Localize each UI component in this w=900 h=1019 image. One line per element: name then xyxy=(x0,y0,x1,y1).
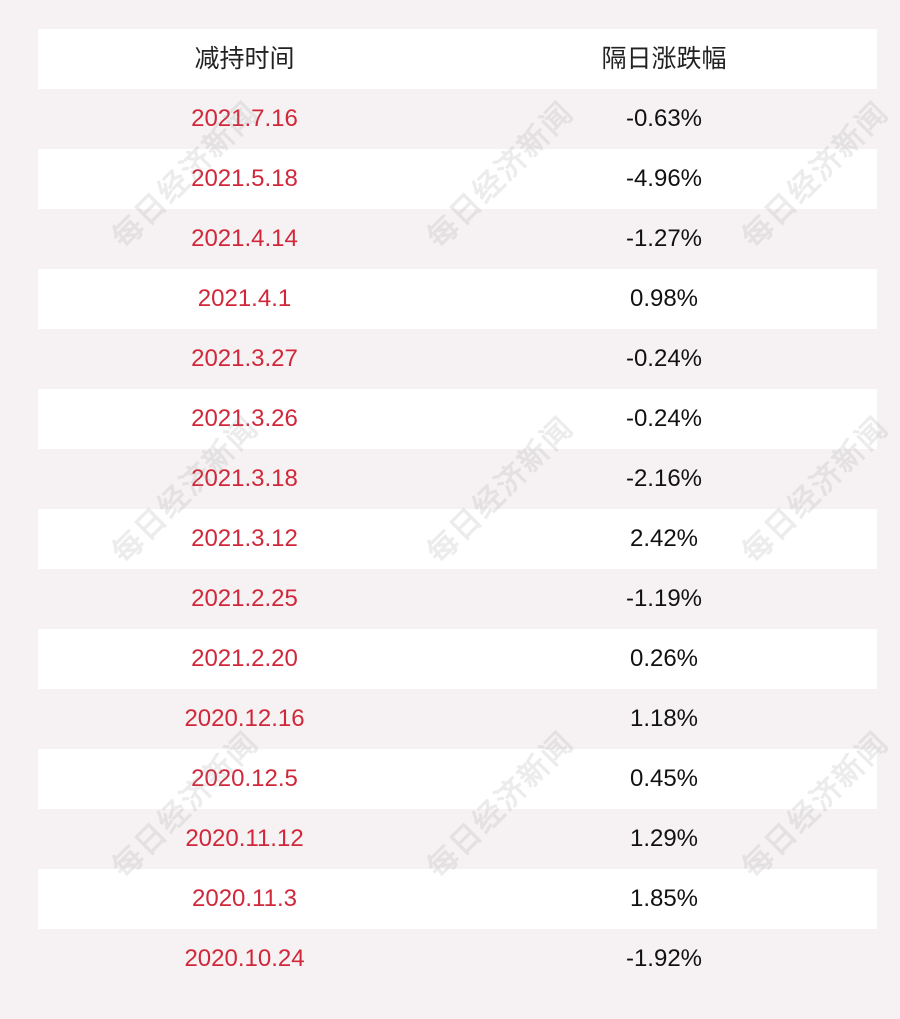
sell-date-cell: 2020.12.5 xyxy=(191,765,298,792)
table-row: 2021.3.12 2.42% xyxy=(38,509,877,569)
sell-date-cell: 2021.3.26 xyxy=(191,405,298,432)
sell-date-cell: 2020.12.16 xyxy=(184,705,305,732)
table-row: 2020.11.12 1.29% xyxy=(38,809,877,869)
next-day-change-cell: -4.96% xyxy=(625,165,703,192)
table-row: 2021.3.18 -2.16% xyxy=(38,449,877,509)
table-row: 2021.3.27 -0.24% xyxy=(38,329,877,389)
next-day-change-cell: -1.27% xyxy=(625,225,703,252)
next-day-change-cell: 1.18% xyxy=(629,705,699,732)
header-next-day-change: 隔日涨跌幅 xyxy=(601,45,727,73)
next-day-change-cell: 0.26% xyxy=(629,645,699,672)
table-row: 2021.4.14 -1.27% xyxy=(38,209,877,269)
table-header-row: 减持时间 隔日涨跌幅 xyxy=(38,29,877,89)
next-day-change-cell: 1.29% xyxy=(629,825,699,852)
sell-date-cell: 2021.3.18 xyxy=(191,465,298,492)
sell-date-cell: 2020.11.12 xyxy=(185,825,304,852)
next-day-change-cell: -0.63% xyxy=(625,105,703,132)
table-row: 2020.12.16 1.18% xyxy=(38,689,877,749)
sell-date-cell: 2021.3.12 xyxy=(191,525,298,552)
table-row: 2021.3.26 -0.24% xyxy=(38,389,877,449)
table-row: 2021.2.20 0.26% xyxy=(38,629,877,689)
table-row: 2021.2.25 -1.19% xyxy=(38,569,877,629)
sell-date-cell: 2021.5.18 xyxy=(191,165,298,192)
next-day-change-cell: -2.16% xyxy=(625,465,703,492)
sell-date-cell: 2020.11.3 xyxy=(192,885,297,912)
header-sell-date: 减持时间 xyxy=(194,45,295,73)
sell-date-cell: 2021.7.16 xyxy=(191,105,298,132)
sell-date-cell: 2021.2.25 xyxy=(191,585,298,612)
next-day-change-cell: 2.42% xyxy=(629,525,699,552)
next-day-change-cell: -1.92% xyxy=(625,945,703,972)
next-day-change-cell: 0.98% xyxy=(629,285,699,312)
table-row: 2021.5.18 -4.96% xyxy=(38,149,877,209)
next-day-change-cell: 0.45% xyxy=(629,765,699,792)
next-day-change-cell: -0.24% xyxy=(625,345,703,372)
next-day-change-cell: 1.85% xyxy=(629,885,699,912)
next-day-change-cell: -1.19% xyxy=(625,585,703,612)
sell-date-cell: 2021.4.1 xyxy=(197,285,292,312)
sell-date-cell: 2020.10.24 xyxy=(184,945,305,972)
table-body: 2021.7.16 -0.63% 2021.5.18 -4.96% 2021.4.14 -… xyxy=(38,89,877,989)
sell-date-cell: 2021.2.20 xyxy=(191,645,298,672)
table-row: 2020.11.3 1.85% xyxy=(38,869,877,929)
table-row: 2021.7.16 -0.63% xyxy=(38,89,877,149)
sell-date-cell: 2021.3.27 xyxy=(191,345,298,372)
table-row: 2021.4.1 0.98% xyxy=(38,269,877,329)
data-table: 减持时间 隔日涨跌幅 2021.7.16 -0.63% 2021.5.18 -4.96… xyxy=(38,29,877,989)
sell-date-cell: 2021.4.14 xyxy=(191,225,298,252)
next-day-change-cell: -0.24% xyxy=(625,405,703,432)
table-row: 2020.10.24 -1.92% xyxy=(38,929,877,989)
table-row: 2020.12.5 0.45% xyxy=(38,749,877,809)
